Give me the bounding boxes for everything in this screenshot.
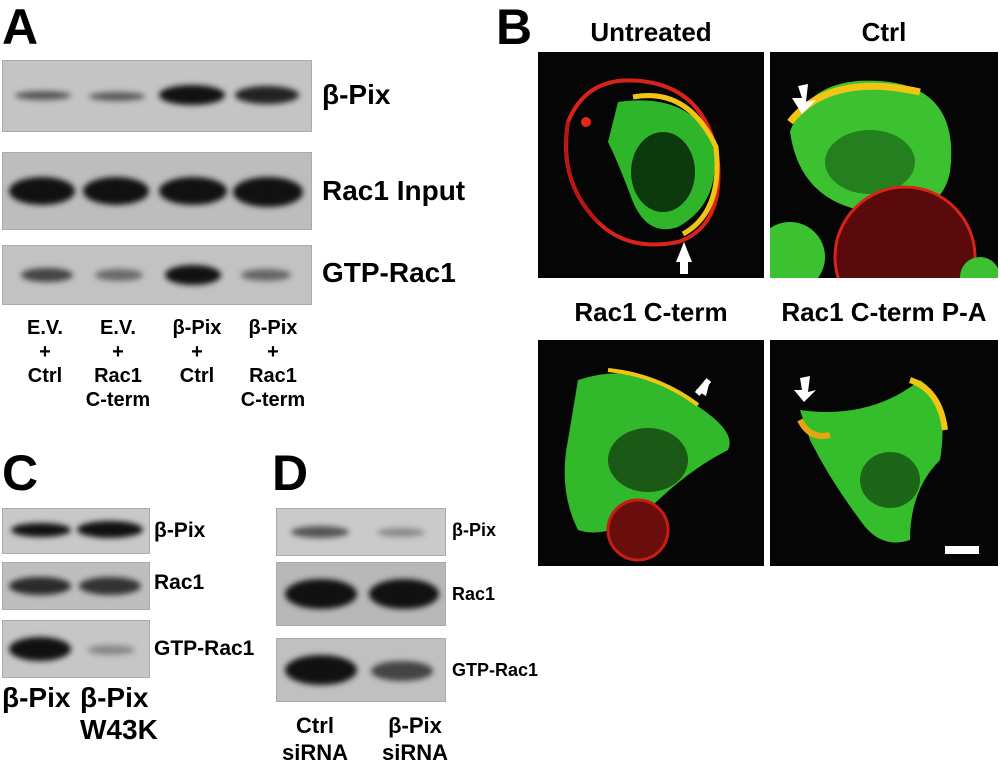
micrograph-untreated bbox=[538, 52, 764, 278]
blot-c-label-rac1: Rac1 bbox=[154, 571, 205, 594]
blot-d-label-beta-pix: β-Pix bbox=[452, 520, 496, 540]
micrograph-ctrl bbox=[770, 52, 998, 278]
blot-a-gtp-rac1 bbox=[2, 245, 312, 305]
panel-d-letter: D bbox=[272, 445, 309, 501]
lane-c-1: β-Pix bbox=[2, 682, 71, 713]
blot-d-beta-pix bbox=[276, 508, 446, 556]
blot-c-beta-pix bbox=[2, 508, 150, 554]
blot-a-rac1-input bbox=[2, 152, 312, 230]
blot-c-rac1 bbox=[2, 562, 150, 610]
lane-a-1: E.V. + Ctrl bbox=[27, 317, 63, 387]
blot-c-label-beta-pix: β-Pix bbox=[154, 519, 206, 542]
panel-c-letter: C bbox=[2, 445, 39, 501]
blot-d-gtp-rac1 bbox=[276, 638, 446, 702]
blot-a-label-gtp-rac1: GTP-Rac1 bbox=[322, 257, 456, 288]
lane-a-2: E.V. + Rac1 C-term bbox=[85, 317, 151, 411]
panel-b-title-rac1-cterm: Rac1 C-term bbox=[574, 297, 728, 327]
lane-d-2: β-Pix siRNA bbox=[381, 713, 448, 765]
blot-a-label-rac1-input: Rac1 Input bbox=[322, 175, 466, 206]
panel-b-title-ctrl: Ctrl bbox=[861, 17, 907, 47]
panel-b-title-rac1-cterm-pa: Rac1 C-term P-A bbox=[781, 297, 987, 327]
blot-d-label-gtp-rac1: GTP-Rac1 bbox=[452, 660, 539, 680]
lane-d-1: Ctrl siRNA bbox=[281, 713, 348, 765]
lane-a-3: β-Pix + Ctrl bbox=[172, 317, 222, 387]
blot-c-gtp-rac1 bbox=[2, 620, 150, 678]
blot-d-label-rac1: Rac1 bbox=[452, 584, 496, 604]
blot-a-label-beta-pix: β-Pix bbox=[322, 79, 391, 110]
blot-d-rac1 bbox=[276, 562, 446, 626]
blot-a-beta-pix bbox=[2, 60, 312, 132]
lane-c-2-line2: W43K bbox=[80, 714, 158, 745]
panel-b-letter: B bbox=[496, 0, 533, 55]
micrograph-rac1-cterm-pa bbox=[770, 340, 998, 566]
lane-c-2-line1: β-Pix bbox=[80, 682, 149, 713]
panel-b-title-untreated: Untreated bbox=[590, 17, 712, 47]
panel-a-letter: A bbox=[2, 0, 39, 55]
micrograph-rac1-cterm bbox=[538, 340, 764, 566]
lane-a-4: β-Pix + Rac1 C-term bbox=[240, 317, 306, 411]
blot-c-label-gtp-rac1: GTP-Rac1 bbox=[154, 637, 255, 660]
